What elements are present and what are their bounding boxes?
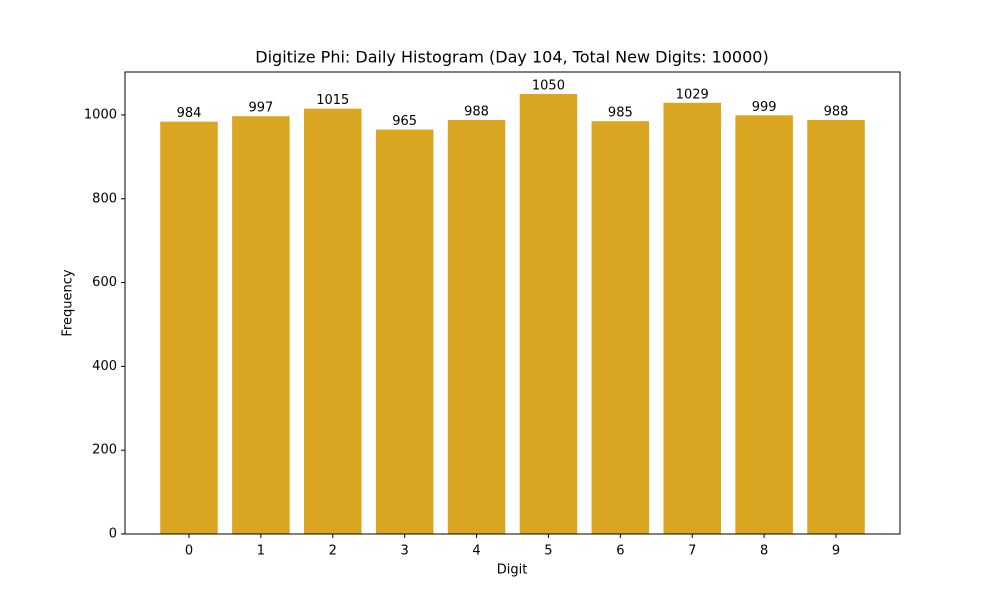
y-axis-label: Frequency [61,269,76,336]
bar [375,129,434,534]
chart-title: Digitize Phi: Daily Histogram (Day 104, … [255,48,768,67]
bar [807,119,865,534]
x-tick-label: 7 [688,544,696,559]
value-label: 988 [824,104,849,119]
x-tick-label: 5 [544,544,552,559]
plot-frame [124,71,901,535]
value-label: 965 [392,114,417,129]
y-tick-label: 1000 [84,107,117,122]
x-axis-label: Digit [497,563,528,578]
value-label: 988 [464,104,489,119]
x-tick-label: 0 [185,544,193,559]
bar [591,121,650,534]
bar [663,102,721,535]
value-label: 1029 [676,87,709,102]
y-tick-label: 600 [92,275,117,290]
bar [304,108,362,535]
x-tick-label: 3 [401,544,409,559]
bar [160,121,218,535]
bar [519,94,578,534]
x-tick-label: 8 [760,544,768,559]
value-label: 1015 [316,93,349,108]
bar [735,115,793,534]
value-label: 984 [177,106,202,121]
value-label: 985 [608,106,633,121]
value-label: 999 [752,100,777,115]
y-tick-label: 400 [92,359,117,374]
bar [232,116,290,534]
x-tick-label: 9 [832,544,840,559]
x-tick-label: 1 [257,544,265,559]
y-tick-label: 800 [92,191,117,206]
bar [447,119,506,534]
x-tick-label: 6 [616,544,624,559]
x-tick-label: 4 [472,544,480,559]
value-label: 997 [248,101,273,116]
x-tick-label: 2 [329,544,337,559]
y-tick-label: 200 [92,443,117,458]
value-label: 1050 [532,79,565,94]
y-tick-label: 0 [109,527,117,542]
